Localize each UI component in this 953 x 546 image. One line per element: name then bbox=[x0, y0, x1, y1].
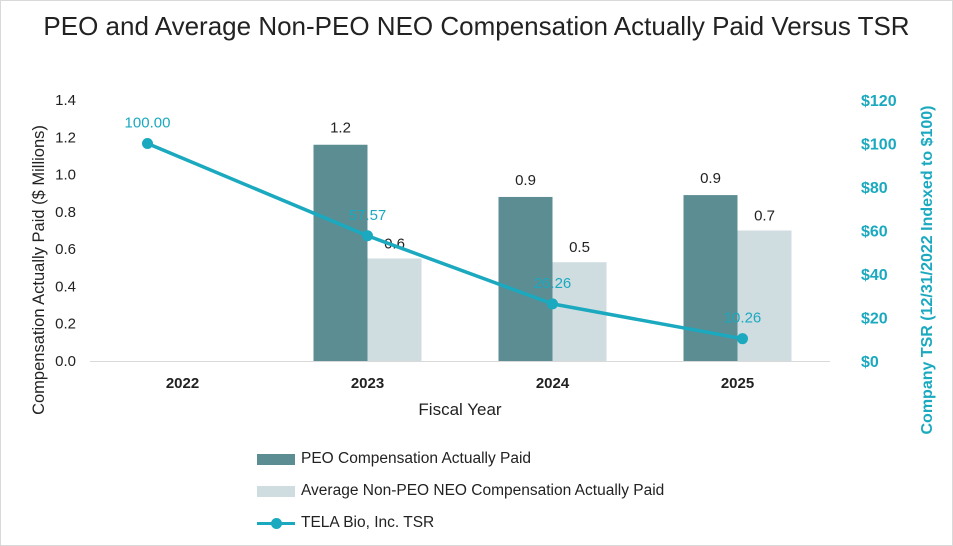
tsr-line bbox=[146, 141, 743, 341]
bar-label-non-peo: 0.7 bbox=[754, 208, 775, 225]
legend-label-tsr: TELA Bio, Inc. TSR bbox=[301, 514, 435, 531]
y-tick-label: 0.6 bbox=[55, 241, 76, 258]
x-tick-label: 2025 bbox=[721, 375, 754, 392]
bar-non-peo bbox=[367, 258, 422, 361]
y-tick-label: 0.0 bbox=[55, 353, 76, 370]
legend-item-tsr: TELA Bio, Inc. TSR bbox=[257, 511, 434, 535]
y2-tick-label: $60 bbox=[861, 224, 888, 241]
tsr-data-label: 10.26 bbox=[724, 310, 762, 327]
legend-item-non-peo: Average Non-PEO NEO Compensation Actuall… bbox=[257, 479, 664, 503]
x-tick-label: 2022 bbox=[166, 375, 199, 392]
legend-label-peo: PEO Compensation Actually Paid bbox=[301, 450, 532, 467]
y2-tick-label: $0 bbox=[861, 354, 879, 371]
x-axis-title: Fiscal Year bbox=[418, 400, 501, 419]
legend-label-non-peo: Average Non-PEO NEO Compensation Actuall… bbox=[301, 482, 665, 499]
chart-title: PEO and Average Non-PEO NEO Compensation… bbox=[43, 11, 910, 41]
bar-peo bbox=[313, 144, 368, 361]
tsr-point bbox=[142, 138, 153, 149]
bar-label-peo: 0.9 bbox=[515, 172, 536, 189]
legend-dot-tsr bbox=[271, 517, 282, 529]
legend-swatch-non-peo bbox=[257, 485, 295, 497]
y2-tick-label: $120 bbox=[861, 93, 897, 110]
x-tick-label: 2023 bbox=[351, 375, 384, 392]
legend-swatch-peo bbox=[257, 453, 295, 465]
bar-label-non-peo: 0.5 bbox=[569, 239, 590, 256]
tsr-data-label: 57.57 bbox=[349, 207, 387, 224]
bar-label-peo: 1.2 bbox=[330, 120, 351, 137]
y2-tick-label: $80 bbox=[861, 180, 888, 197]
y-tick-label: 0.4 bbox=[55, 278, 76, 295]
tsr-point bbox=[362, 230, 373, 242]
tsr-point bbox=[547, 298, 558, 310]
tsr-point bbox=[737, 333, 748, 345]
y-tick-label: 1.4 bbox=[55, 92, 76, 109]
y2-axis-title: Company TSR (12/31/2022 Indexed to $100) bbox=[919, 105, 936, 434]
y-tick-label: 0.2 bbox=[55, 316, 76, 333]
y-axis-title: Compensation Actually Paid ($ Millions) bbox=[30, 125, 48, 415]
tsr-data-label: 26.26 bbox=[534, 275, 572, 292]
legend-item-peo: PEO Compensation Actually Paid bbox=[257, 447, 531, 471]
y2-tick-label: $20 bbox=[861, 311, 888, 328]
tsr-data-label: 100.00 bbox=[125, 115, 171, 132]
bar-peo bbox=[498, 196, 553, 361]
y-tick-label: 1.2 bbox=[55, 129, 76, 146]
y-tick-label: 0.8 bbox=[55, 204, 76, 221]
legend-swatch-tsr bbox=[257, 517, 295, 529]
bar-label-peo: 0.9 bbox=[700, 170, 721, 187]
y-tick-label: 1.0 bbox=[55, 167, 76, 184]
y2-tick-label: $100 bbox=[861, 137, 897, 154]
y2-tick-label: $40 bbox=[861, 267, 888, 284]
x-tick-label: 2024 bbox=[536, 375, 570, 392]
